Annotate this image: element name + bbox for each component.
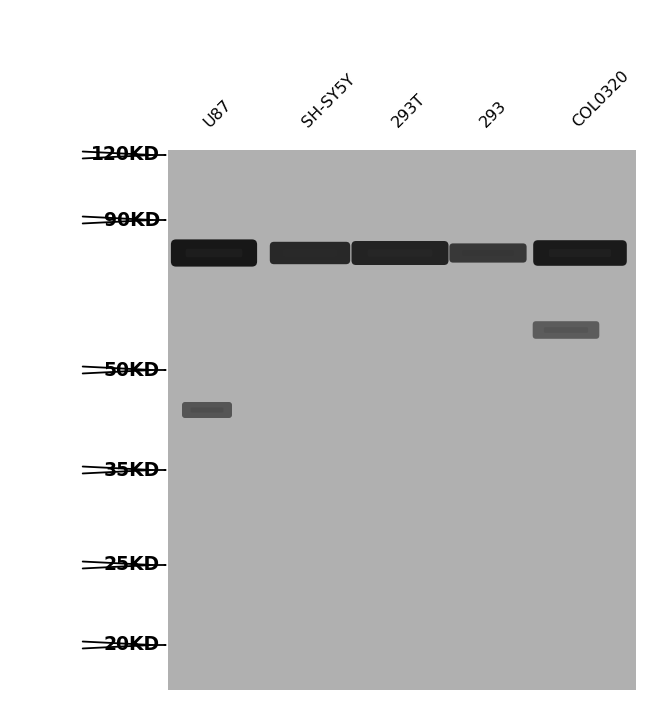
FancyBboxPatch shape <box>190 407 224 412</box>
FancyBboxPatch shape <box>368 250 432 257</box>
Text: 50KD: 50KD <box>104 361 160 380</box>
FancyBboxPatch shape <box>186 249 242 257</box>
FancyBboxPatch shape <box>544 327 588 333</box>
Bar <box>168 150 636 690</box>
FancyBboxPatch shape <box>462 250 514 256</box>
FancyBboxPatch shape <box>182 402 232 418</box>
Text: 90KD: 90KD <box>104 211 160 230</box>
FancyBboxPatch shape <box>283 250 337 257</box>
Text: 293T: 293T <box>389 91 428 130</box>
FancyBboxPatch shape <box>449 243 526 262</box>
Text: 120KD: 120KD <box>91 146 160 165</box>
FancyBboxPatch shape <box>533 240 627 266</box>
FancyBboxPatch shape <box>352 241 448 265</box>
Text: U87: U87 <box>202 97 235 130</box>
Text: 293: 293 <box>477 98 510 130</box>
Text: 25KD: 25KD <box>104 556 160 575</box>
FancyBboxPatch shape <box>533 321 599 339</box>
FancyBboxPatch shape <box>171 240 257 267</box>
Text: SH-SY5Y: SH-SY5Y <box>300 71 358 130</box>
Text: 35KD: 35KD <box>104 460 160 479</box>
Text: 20KD: 20KD <box>104 636 160 655</box>
FancyBboxPatch shape <box>549 249 611 257</box>
Text: COL0320: COL0320 <box>569 68 632 130</box>
FancyBboxPatch shape <box>270 242 350 264</box>
